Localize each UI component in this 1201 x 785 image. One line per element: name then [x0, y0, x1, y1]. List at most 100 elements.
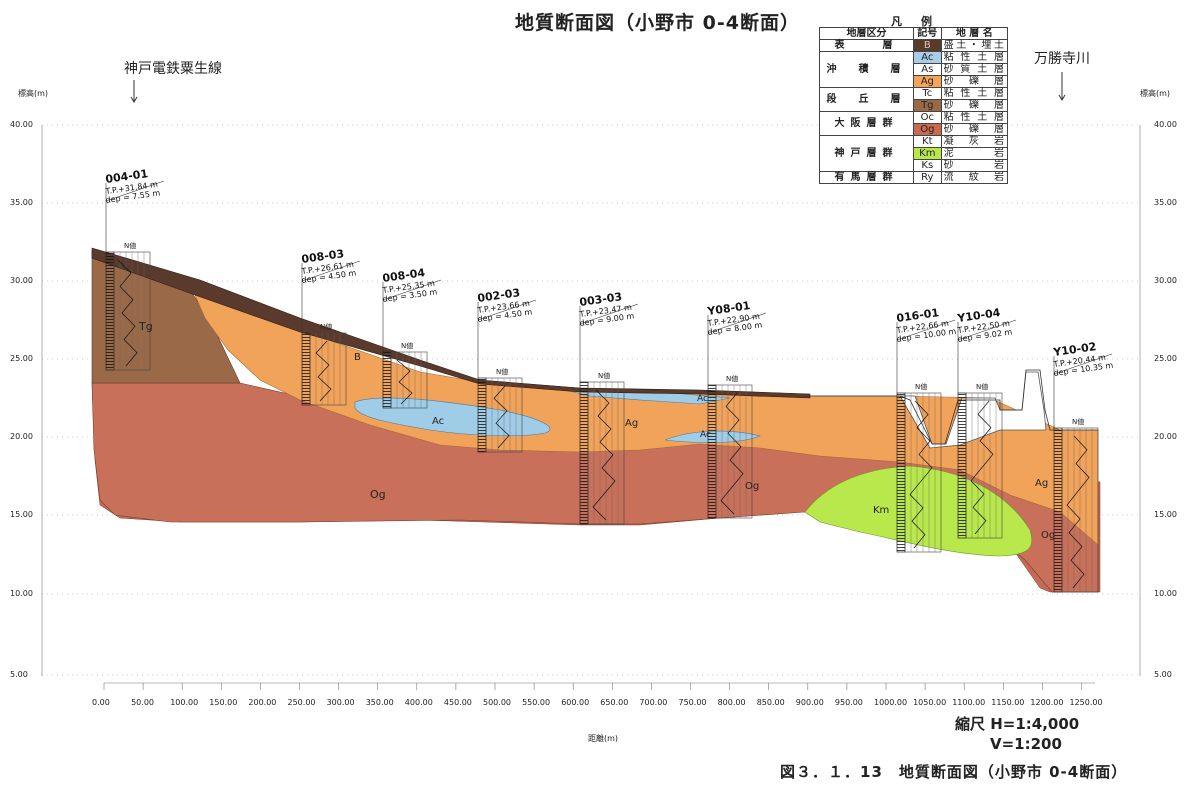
legend-layer-name: 泥岩: [940, 147, 1009, 160]
legend-code: Ry: [913, 171, 942, 184]
legend-code: Oc: [913, 111, 942, 124]
borehole-label-rule: [382, 279, 442, 301]
x-tick: 750.00: [678, 698, 707, 707]
rail-arrow-icon: [130, 80, 138, 103]
legend-division: 有馬層群: [819, 171, 914, 184]
y-tick-left: 40.00: [10, 120, 33, 129]
borehole-column: [579, 381, 589, 525]
y-tick-left: 5.00: [10, 670, 28, 679]
x-tick: 400.00: [404, 698, 433, 707]
borehole-id: Y08-01: [706, 299, 752, 318]
x-tick: 1200.00: [1030, 698, 1064, 707]
n-value-label: N値: [598, 371, 610, 380]
legend-layer-name: 砂礫層: [940, 99, 1009, 112]
n-value-curve: [720, 392, 744, 515]
label-og-1: Og: [370, 488, 386, 501]
x-tick: 550.00: [522, 698, 551, 707]
legend-division: 表 層: [819, 39, 914, 52]
legend-layer-name: 盛土・埋土: [940, 39, 1009, 52]
legend-division: 大阪層群: [819, 111, 914, 136]
n-value-label: N値: [401, 341, 413, 350]
borehole-label-rule: [957, 319, 1017, 341]
n-value-curve: [970, 400, 994, 535]
y-tick-left: 15.00: [10, 510, 33, 519]
y-tick-right: 15.00: [1154, 510, 1177, 519]
borehole-id: 003-03: [579, 290, 623, 309]
legend-layer-name: 砂岩: [940, 159, 1009, 172]
x-tick: 1000.00: [874, 698, 908, 707]
y-tick-left: 25.00: [10, 354, 33, 363]
label-ag-1: Ag: [625, 418, 639, 429]
x-tick: 350.00: [365, 698, 394, 707]
x-tick: 650.00: [600, 698, 629, 707]
legend-code: Og: [913, 123, 942, 136]
legend-layer-name: 砂礫層: [940, 123, 1009, 136]
x-tick: 1050.00: [913, 698, 947, 707]
x-axis-title: 距離(m): [588, 734, 619, 743]
borehole-column: [1053, 427, 1063, 593]
label-og-3: Og: [1041, 530, 1056, 541]
n-value-curve: [117, 259, 138, 367]
legend-row: 沖 積 層 Ac 粘性土層: [819, 51, 1009, 88]
borehole-label-rule: [1053, 353, 1113, 375]
x-tick: 100.00: [170, 698, 199, 707]
x-tick: 950.00: [834, 698, 863, 707]
n-value-curve: [1066, 435, 1090, 589]
x-tick: 250.00: [287, 698, 316, 707]
legend-row: Tg 砂礫層: [820, 99, 1009, 112]
scale-horizontal: 縮尺 H=1:4,000: [955, 715, 1080, 733]
figure-caption: 図３．１．13 地質断面図（小野市 0-4断面）: [780, 763, 1128, 781]
legend-header-code: 記号: [913, 27, 942, 40]
n-value-curve: [592, 389, 616, 521]
scale-vertical: V=1:200: [990, 735, 1062, 753]
y-tick-left: 20.00: [10, 432, 33, 441]
legend-row: 大阪層群 Oc 粘性土層: [819, 111, 1009, 136]
y-axis-title-right: 標高(m): [1140, 89, 1171, 98]
legend-division: 沖 積 層: [819, 51, 914, 88]
n-value-label: N値: [976, 382, 988, 391]
borehole-label-rule: [579, 303, 639, 325]
x-tick: 700.00: [639, 698, 668, 707]
rail-line-label: 神戸電鉄粟生線: [124, 61, 222, 77]
label-ag-2: Ag: [1035, 478, 1049, 489]
legend-code: Ag: [913, 75, 942, 88]
ground-surface-right: [810, 369, 1098, 445]
legend-code: As: [913, 63, 942, 76]
label-ac-1: Ac: [432, 416, 445, 427]
n-value-label: N値: [1072, 417, 1084, 426]
x-tick: 50.00: [131, 698, 154, 707]
y-tick-right: 35.00: [1154, 198, 1177, 207]
borehole-column: [382, 351, 392, 409]
n-value-curve: [315, 340, 332, 402]
legend-table: 凡 例 地層区分 記号 地 層 名 表 層 B 盛土・埋土沖 積 層 Ac 粘性土層 As…: [819, 16, 1009, 184]
y-tick-right: 5.00: [1154, 670, 1172, 679]
label-og-2: Og: [745, 481, 760, 492]
x-tick: 450.00: [443, 698, 472, 707]
n-value-curve: [396, 359, 413, 405]
legend-body: 表 層 B 盛土・埋土沖 積 層 Ac 粘性土層 As 砂質土層 Ag 砂礫層段 丘 層 Tc 粘性…: [819, 39, 1009, 184]
borehole-id: 008-04: [382, 266, 427, 285]
borehole-label-rule: [105, 180, 165, 202]
legend-row: 神戸層群 Kt 凝灰岩: [819, 135, 1009, 172]
legend-row: As 砂質土層: [820, 63, 1009, 76]
legend-code: B: [913, 39, 942, 52]
legend-layer-name: 粘性土層: [940, 87, 1009, 100]
y-tick-right: 30.00: [1154, 276, 1177, 285]
legend-header-division: 地層区分: [819, 27, 914, 40]
borehole-id: 016-01: [896, 306, 940, 325]
x-tick: 0.00: [92, 698, 110, 707]
x-tick: 800.00: [717, 698, 746, 707]
legend-code: Ac: [913, 51, 942, 64]
label-ac-2: Ac: [697, 394, 708, 404]
x-tick: 1250.00: [1069, 698, 1103, 707]
n-value-label: N値: [915, 382, 927, 391]
river-label: 万勝寺川: [1034, 51, 1090, 67]
borehole-id: 002-03: [477, 286, 521, 305]
label-km: Km: [873, 505, 890, 516]
n-value-label: N値: [496, 367, 508, 376]
